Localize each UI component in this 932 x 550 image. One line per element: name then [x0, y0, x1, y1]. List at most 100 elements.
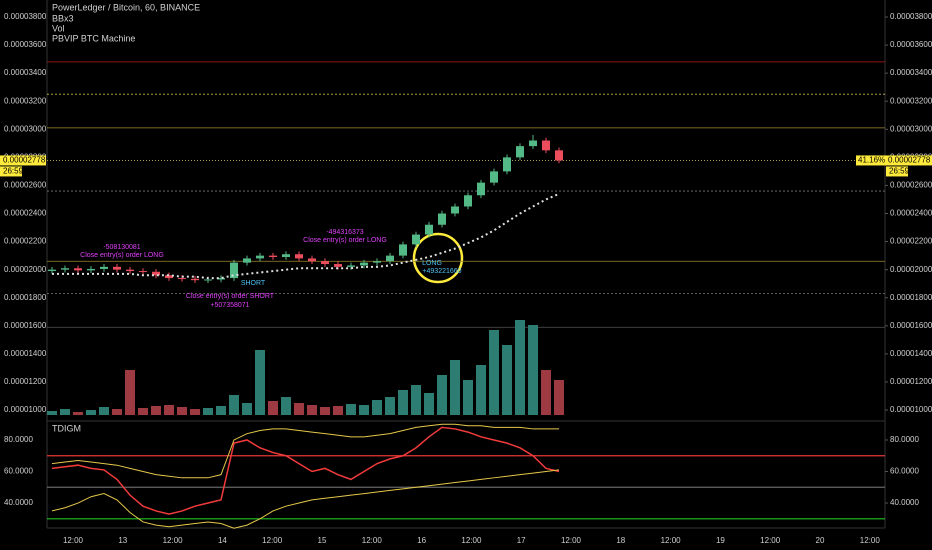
candle-body [74, 268, 82, 271]
volume-bar [47, 411, 57, 415]
y-tick-label: 0.00001400 [4, 349, 47, 358]
y-tick-label: 0.00003600 [890, 40, 932, 49]
candle-body [48, 269, 56, 272]
x-tick-label: 12:00 [760, 536, 781, 545]
price-badge [0, 155, 46, 166]
volume-bar [242, 403, 252, 415]
candle-body [334, 264, 342, 267]
candle-body [139, 271, 147, 273]
candle-body [100, 266, 108, 269]
volume-bar [229, 395, 239, 415]
candle-body [191, 278, 199, 281]
y-tick-label: 80.0000 [4, 435, 33, 444]
volume-bar [424, 393, 434, 415]
y-tick-label: 40.0000 [4, 498, 33, 507]
volume-bar [528, 325, 538, 415]
y-tick-label: 0.00003200 [4, 96, 47, 105]
x-tick-label: 18 [616, 536, 625, 545]
x-tick-label: 19 [716, 536, 725, 545]
candle-body [529, 140, 537, 147]
highlight-circle [412, 232, 464, 284]
candle-body [438, 213, 446, 225]
y-tick-label: 0.00001600 [4, 321, 47, 330]
countdown-label: 26:59 [889, 167, 910, 176]
y-tick-label: 60.0000 [890, 467, 919, 476]
candle-body [256, 255, 264, 259]
trade-annotation: Close entry(s) order LONG [80, 252, 164, 259]
candle-body [230, 262, 238, 279]
y-tick-label: 0.00002000 [4, 265, 47, 274]
y-tick-label: 0.00001000 [4, 405, 47, 414]
candle-body [347, 265, 355, 267]
candle-body [126, 269, 134, 272]
candle-body [399, 244, 407, 256]
candle-body [490, 171, 498, 183]
volume-bar [385, 397, 395, 415]
y-tick-label: 0.00003600 [4, 40, 47, 49]
candle-body [61, 268, 69, 270]
y-tick-label: 0.00001400 [890, 349, 932, 358]
trade-annotation: SHORT [241, 280, 266, 287]
volume-bar [489, 330, 499, 415]
candle-body [477, 182, 485, 196]
candle-body [178, 278, 186, 280]
x-tick-label: 12:00 [63, 536, 84, 545]
candle-body [321, 261, 329, 265]
candle-body [87, 268, 95, 271]
trade-annotation: Close entry(s) order LONG [303, 237, 387, 244]
x-tick-label: 12:00 [860, 536, 881, 545]
candle-body [386, 255, 394, 262]
volume-bar [99, 407, 109, 415]
candle-body [516, 146, 524, 158]
volume-bar [268, 401, 278, 415]
candle-body [412, 234, 420, 245]
x-tick-label: 20 [816, 536, 825, 545]
trade-annotation: +493221660 [422, 268, 461, 275]
candle-body [425, 224, 433, 235]
volume-bar [463, 380, 473, 415]
countdown-badge [886, 166, 908, 177]
volume-bar [411, 385, 421, 415]
x-tick-label: 12:00 [461, 536, 482, 545]
volume-bar [255, 350, 265, 415]
y-tick-label: 0.00003200 [890, 96, 932, 105]
price-badge-label: 0.00002778 [888, 156, 931, 165]
candle-body [282, 254, 290, 258]
y-tick-label: 80.0000 [890, 435, 919, 444]
volume-bar [307, 405, 317, 415]
volume-bar [203, 408, 213, 415]
x-tick-label: 12:00 [362, 536, 383, 545]
indicator-label: PBVIP BTC Machine [52, 33, 135, 43]
volume-bar [372, 400, 382, 415]
trade-annotation: Close entry(s) order SHORT [186, 293, 275, 300]
y-tick-label: 0.00002000 [890, 265, 932, 274]
volume-bar [398, 390, 408, 415]
y-tick-label: 0.00001600 [890, 321, 932, 330]
volume-bar [164, 405, 174, 415]
volume-bar [515, 320, 525, 415]
volume-bar [359, 405, 369, 415]
y-tick-label: 40.0000 [890, 498, 919, 507]
y-tick-label: 0.00002200 [4, 237, 47, 246]
y-tick-label: 0.00003800 [4, 12, 47, 21]
volume-bar [216, 406, 226, 415]
y-tick-label: 0.00002600 [890, 181, 932, 190]
x-tick-label: 12:00 [163, 536, 184, 545]
volume-bar [73, 412, 83, 415]
y-tick-label: 0.00001800 [890, 293, 932, 302]
y-tick-label: 0.00003000 [890, 124, 932, 133]
indicator-label: BBx3 [52, 13, 74, 23]
volume-bar [476, 365, 486, 415]
y-tick-label: 0.00001800 [4, 293, 47, 302]
trade-annotation: +507358071 [210, 302, 249, 309]
candle-body [243, 258, 251, 263]
y-tick-label: 0.00001200 [890, 377, 932, 386]
volume-bar [151, 406, 161, 415]
volume-bar [437, 375, 447, 415]
volume-bar [86, 410, 96, 415]
candle-body [451, 206, 459, 214]
price-badge-label: 0.00002778 [3, 156, 46, 165]
trade-annotation: -494316373 [326, 229, 363, 236]
